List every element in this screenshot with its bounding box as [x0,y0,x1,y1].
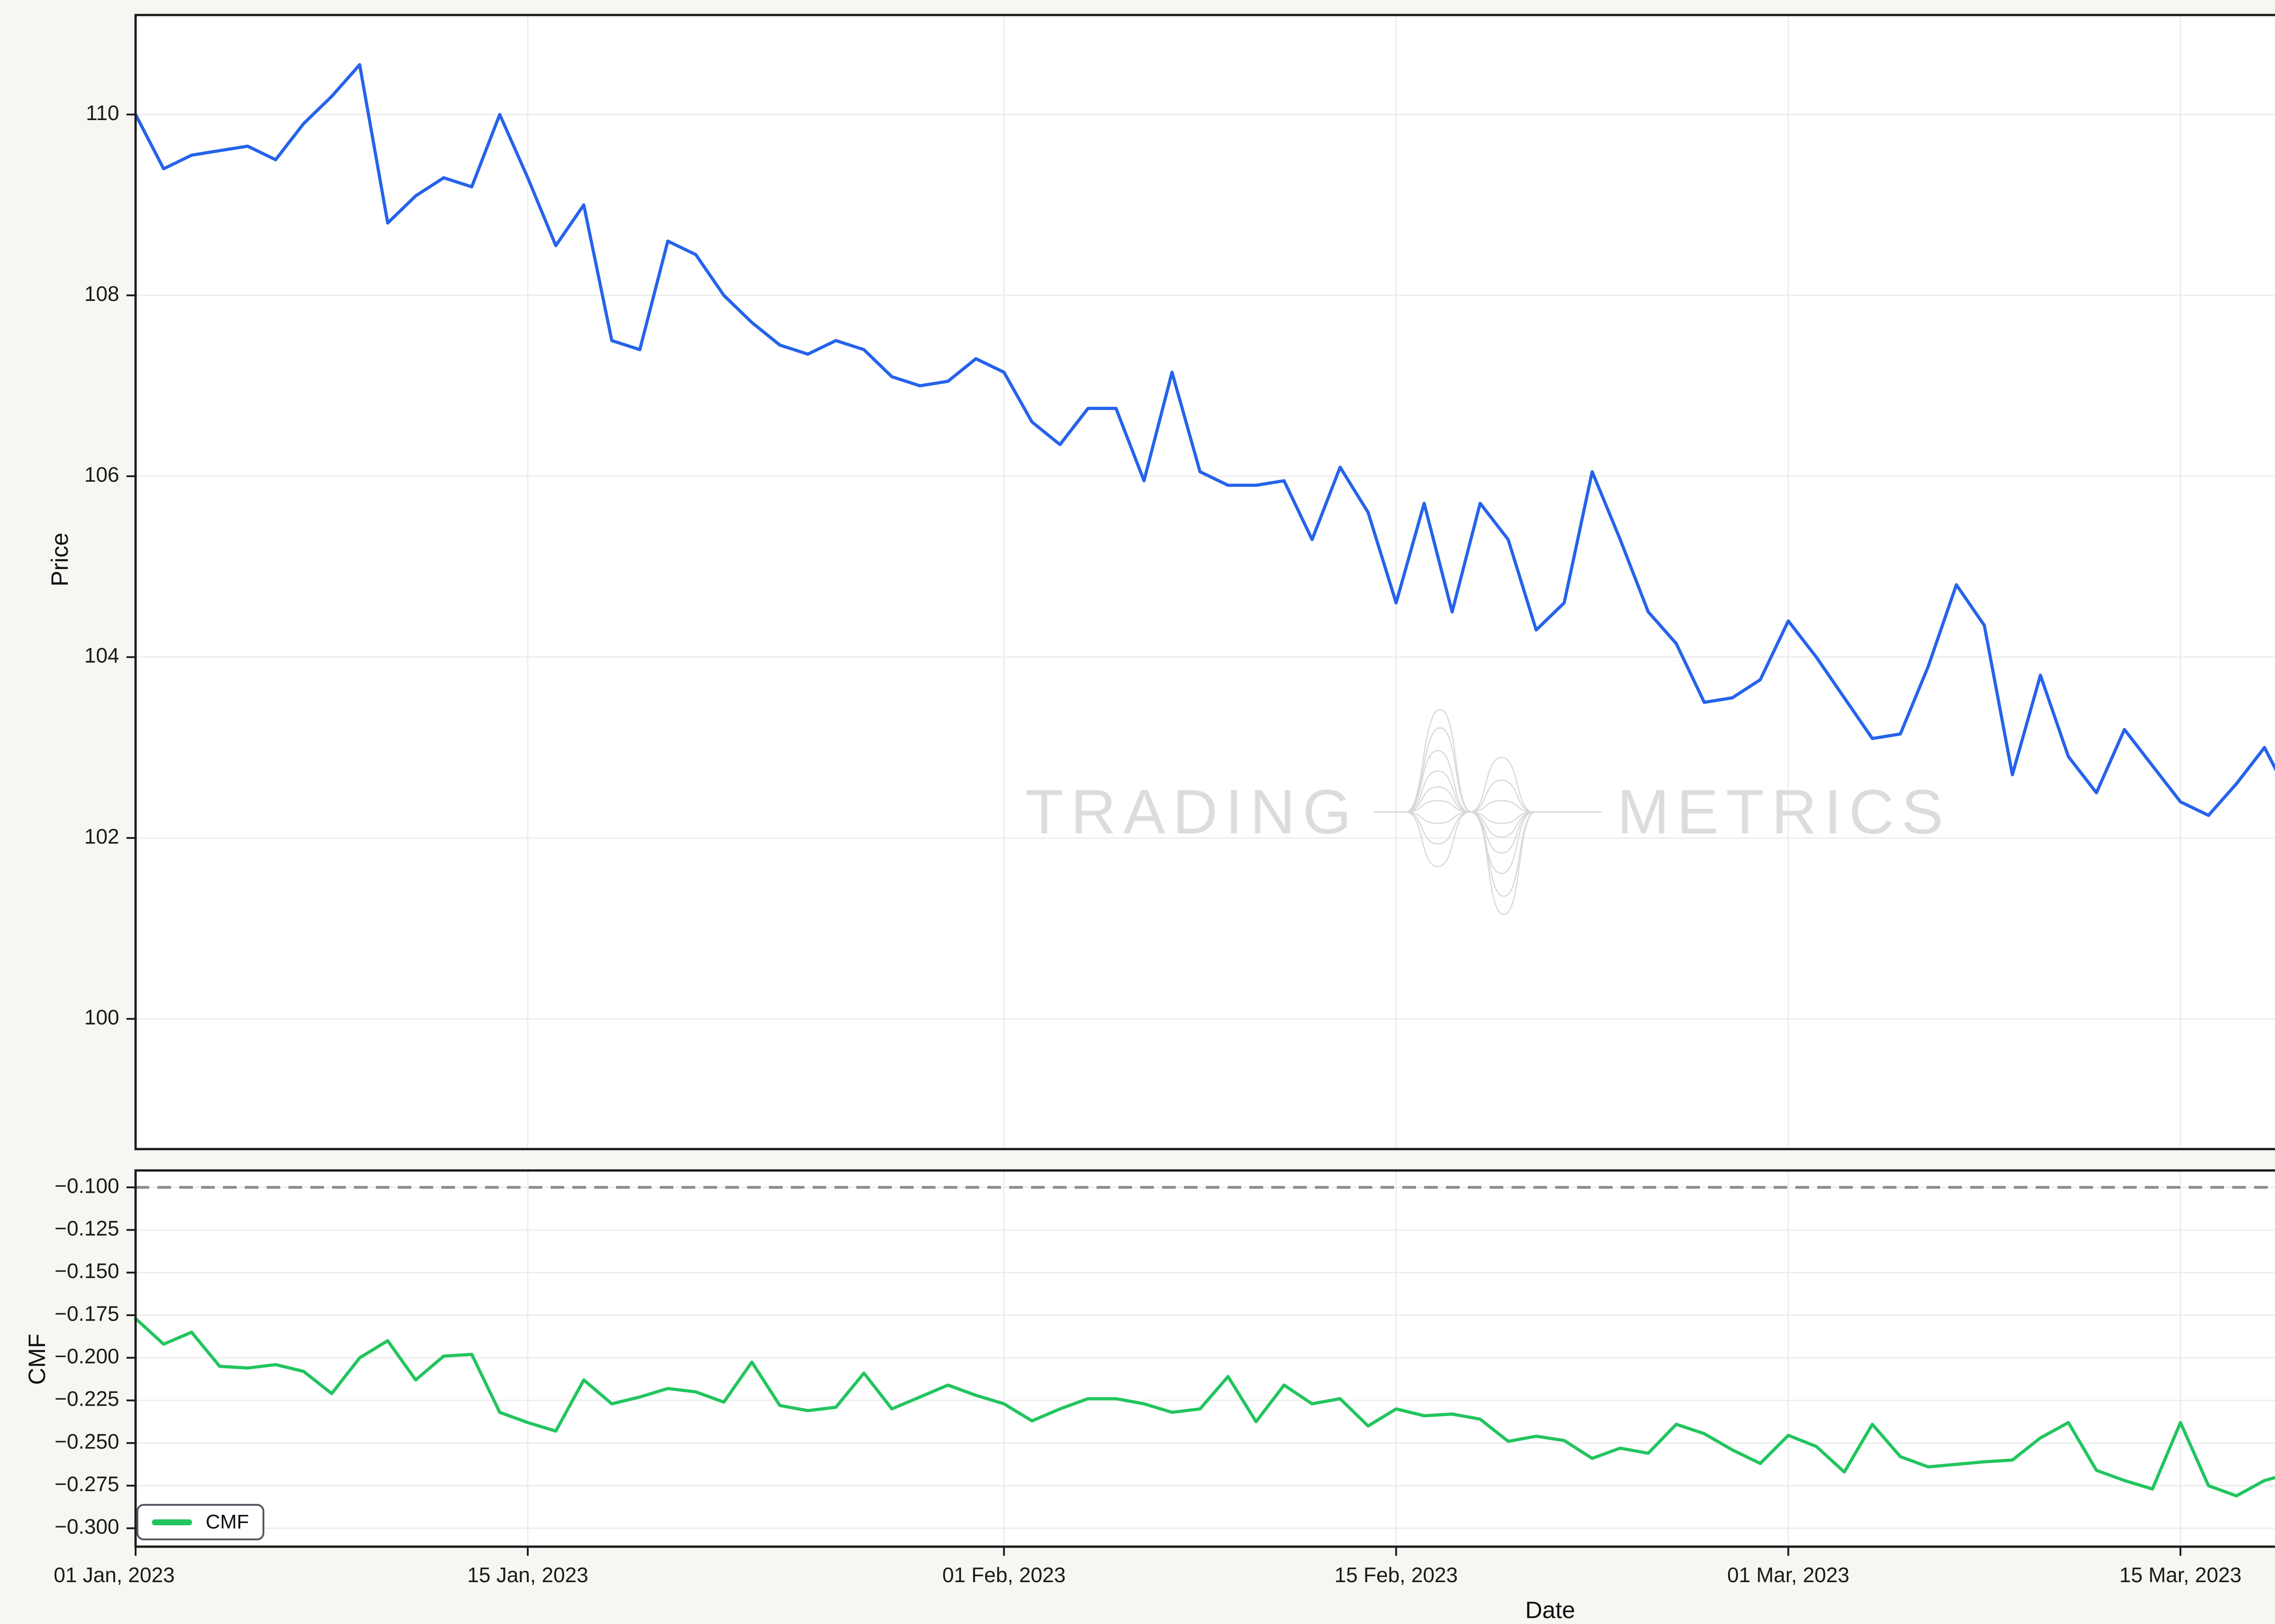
x-tick-label: 01 Mar, 2023 [1727,1563,1850,1587]
cmf-legend-label: CMF [206,1511,249,1533]
panel-border [134,1169,2275,1548]
price-axis-label: Price [47,532,73,587]
cmf-legend-swatch [152,1519,192,1525]
y-tick-label: −0.150 [55,1259,119,1283]
y-tick-label: −0.100 [55,1174,119,1197]
y-tick-label: −0.275 [55,1472,119,1496]
x-tick-label: 15 Jan, 2023 [467,1563,588,1587]
y-tick-label: 104 [84,644,119,667]
panel-bg [136,1170,2275,1547]
y-tick-label: −0.250 [55,1429,119,1453]
y-tick-label: 102 [84,824,119,848]
price-line [134,63,2275,817]
cmf-axis-label: CMF [24,1333,51,1385]
x-tick-label: 15 Feb, 2023 [1335,1563,1458,1587]
panel-bg [136,15,2275,1149]
y-tick-label: 106 [84,463,119,486]
y-tick-label: −0.200 [55,1344,119,1368]
x-tick-label: 01 Feb, 2023 [942,1563,1066,1587]
y-tick-label: 100 [84,1005,119,1029]
cmf-line [134,1317,2275,1498]
cmf-legend: CMF [136,1504,265,1540]
date-axis-label: Date [1525,1597,1575,1624]
y-tick-label: −0.175 [55,1301,119,1325]
y-tick-label: 110 [86,101,119,125]
y-tick-label: 108 [84,282,119,305]
y-tick-label: −0.300 [55,1515,119,1538]
x-tick-label: 15 Mar, 2023 [2119,1563,2242,1587]
y-tick-label: −0.125 [55,1216,119,1240]
x-tick-label: 01 Jan, 2023 [54,1563,175,1587]
panel-border [134,14,2275,1150]
y-tick-label: −0.225 [55,1387,119,1411]
